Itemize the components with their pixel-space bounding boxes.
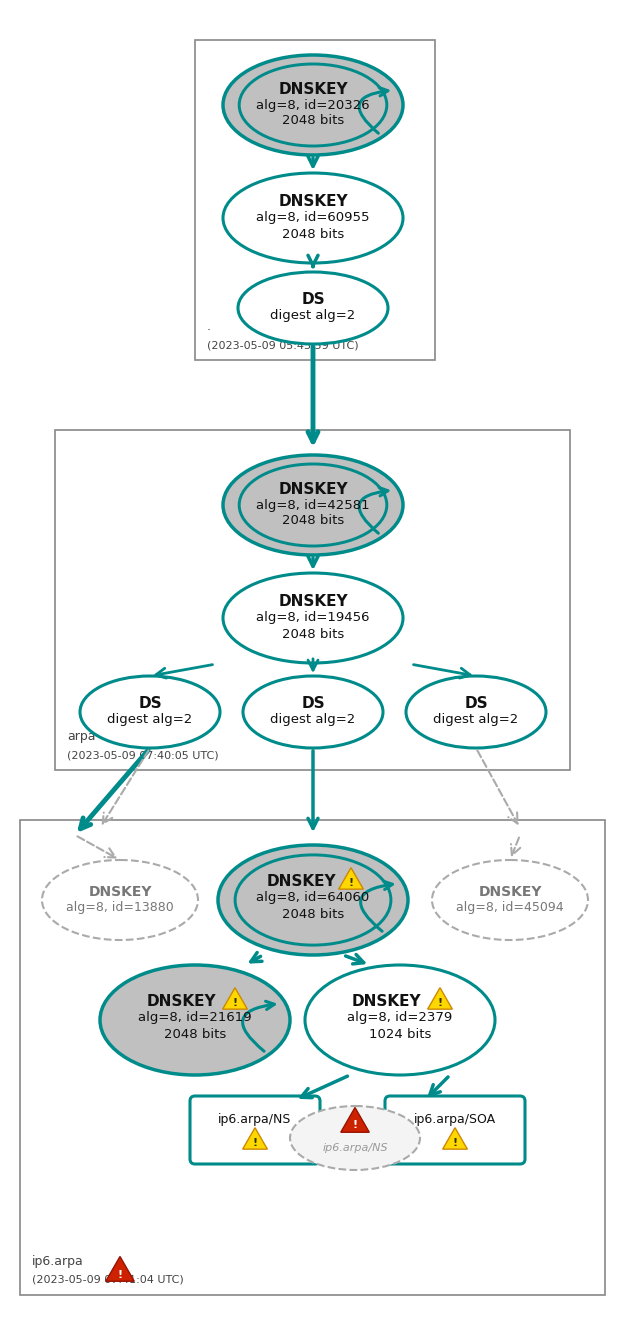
Text: ip6.arpa/NS: ip6.arpa/NS <box>322 1143 388 1152</box>
Text: !: ! <box>253 1138 258 1148</box>
Ellipse shape <box>80 677 220 747</box>
Polygon shape <box>223 988 247 1009</box>
Text: !: ! <box>438 999 443 1008</box>
Text: alg=8, id=64060: alg=8, id=64060 <box>256 892 370 905</box>
Ellipse shape <box>223 455 403 555</box>
Bar <box>20 820 605 1296</box>
Text: ip6.arpa/NS: ip6.arpa/NS <box>218 1114 292 1127</box>
Text: 2048 bits: 2048 bits <box>282 908 344 920</box>
FancyBboxPatch shape <box>190 1096 320 1165</box>
Text: DS: DS <box>301 697 325 711</box>
Text: arpa: arpa <box>67 730 95 743</box>
Ellipse shape <box>223 172 403 263</box>
Text: digest alg=2: digest alg=2 <box>270 309 356 322</box>
Text: digest alg=2: digest alg=2 <box>270 714 356 726</box>
Text: alg=8, id=42581: alg=8, id=42581 <box>256 499 370 512</box>
Text: (2023-05-09 07:41:04 UTC): (2023-05-09 07:41:04 UTC) <box>32 1275 184 1285</box>
Bar <box>195 40 435 360</box>
Ellipse shape <box>432 860 588 940</box>
Text: alg=8, id=20326: alg=8, id=20326 <box>256 99 370 111</box>
Polygon shape <box>243 1127 267 1148</box>
FancyBboxPatch shape <box>385 1096 525 1165</box>
Text: DS: DS <box>464 697 488 711</box>
Polygon shape <box>340 1107 369 1132</box>
Text: alg=8, id=21619: alg=8, id=21619 <box>138 1012 252 1024</box>
Polygon shape <box>443 1127 467 1148</box>
Bar <box>55 431 570 770</box>
Text: !: ! <box>453 1138 458 1148</box>
Text: !: ! <box>349 878 354 888</box>
Ellipse shape <box>243 677 383 747</box>
Text: 2048 bits: 2048 bits <box>164 1028 226 1040</box>
Polygon shape <box>106 1257 134 1281</box>
Text: alg=8, id=60955: alg=8, id=60955 <box>256 211 370 225</box>
Text: DNSKEY: DNSKEY <box>278 194 348 210</box>
Text: DNSKEY: DNSKEY <box>88 885 152 898</box>
Text: DNSKEY: DNSKEY <box>278 595 348 610</box>
Text: alg=8, id=13880: alg=8, id=13880 <box>66 901 174 915</box>
Text: DNSKEY: DNSKEY <box>478 885 542 898</box>
Text: 2048 bits: 2048 bits <box>282 627 344 640</box>
Text: !: ! <box>117 1270 122 1280</box>
Text: !: ! <box>233 999 238 1008</box>
Text: .: . <box>207 320 211 333</box>
Ellipse shape <box>42 860 198 940</box>
Ellipse shape <box>238 271 388 344</box>
Text: alg=8, id=45094: alg=8, id=45094 <box>456 901 564 915</box>
Text: ip6.arpa/SOA: ip6.arpa/SOA <box>414 1114 496 1127</box>
Ellipse shape <box>218 845 408 955</box>
Text: DS: DS <box>138 697 162 711</box>
Text: DS: DS <box>301 293 325 308</box>
Polygon shape <box>428 988 452 1009</box>
Text: 1024 bits: 1024 bits <box>369 1028 431 1040</box>
Ellipse shape <box>223 55 403 155</box>
Text: ip6.arpa: ip6.arpa <box>32 1255 84 1267</box>
Text: DNSKEY: DNSKEY <box>278 481 348 496</box>
Ellipse shape <box>223 574 403 663</box>
Text: DNSKEY: DNSKEY <box>146 995 216 1009</box>
Text: !: ! <box>352 1120 357 1131</box>
Text: digest alg=2: digest alg=2 <box>433 714 519 726</box>
Polygon shape <box>339 868 364 889</box>
Text: DNSKEY: DNSKEY <box>278 82 348 96</box>
Text: alg=8, id=2379: alg=8, id=2379 <box>347 1012 453 1024</box>
Text: 2048 bits: 2048 bits <box>282 115 344 127</box>
Text: 2048 bits: 2048 bits <box>282 227 344 241</box>
Ellipse shape <box>406 677 546 747</box>
Text: DNSKEY: DNSKEY <box>266 874 336 889</box>
Ellipse shape <box>305 965 495 1075</box>
Text: alg=8, id=19456: alg=8, id=19456 <box>256 611 370 624</box>
Text: (2023-05-09 07:40:05 UTC): (2023-05-09 07:40:05 UTC) <box>67 750 219 759</box>
Text: 2048 bits: 2048 bits <box>282 515 344 528</box>
Ellipse shape <box>290 1106 420 1170</box>
Text: (2023-05-09 05:43:59 UTC): (2023-05-09 05:43:59 UTC) <box>207 340 359 350</box>
Text: DNSKEY: DNSKEY <box>351 995 421 1009</box>
Ellipse shape <box>100 965 290 1075</box>
Text: digest alg=2: digest alg=2 <box>107 714 192 726</box>
